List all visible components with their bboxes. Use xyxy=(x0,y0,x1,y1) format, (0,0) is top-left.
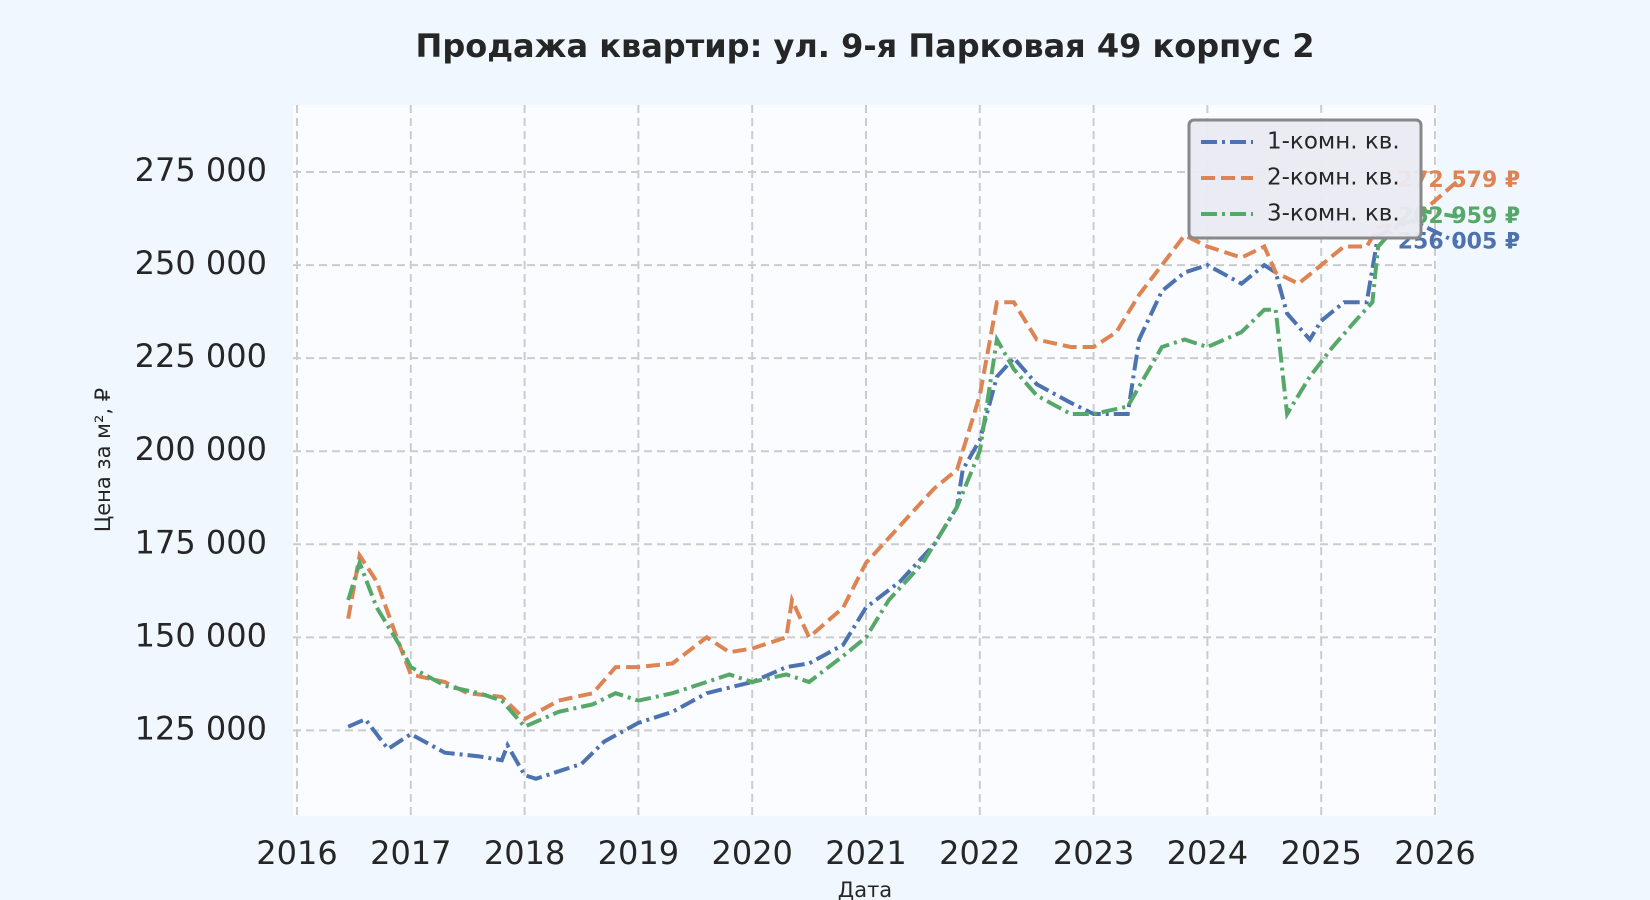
x-tick-label: 2019 xyxy=(598,834,679,872)
x-tick-label: 2020 xyxy=(711,834,792,872)
y-tick-label: 175 000 xyxy=(135,523,267,561)
series-line xyxy=(346,179,1460,722)
x-tick-label: 2018 xyxy=(484,834,565,872)
y-tick-label: 200 000 xyxy=(135,430,267,468)
x-tick-label: 2016 xyxy=(256,834,337,872)
chart-title: Продажа квартир: ул. 9-я Парковая 49 кор… xyxy=(416,27,1315,65)
legend-label: 3-комн. кв. xyxy=(1267,201,1400,227)
x-axis-label: Дата xyxy=(838,878,892,900)
x-tick-label: 2021 xyxy=(825,834,906,872)
y-axis-label: Цена за м², ₽ xyxy=(91,388,115,532)
x-tick-label: 2022 xyxy=(939,834,1020,872)
x-tick-label: 2024 xyxy=(1167,834,1248,872)
legend-label: 2-комн. кв. xyxy=(1267,165,1400,191)
y-tick-label: 125 000 xyxy=(135,709,267,747)
y-tick-label: 275 000 xyxy=(135,151,267,189)
x-tick-label: 2026 xyxy=(1394,834,1475,872)
y-tick-label: 150 000 xyxy=(135,616,267,654)
x-tick-label: 2025 xyxy=(1280,834,1361,872)
y-tick-label: 250 000 xyxy=(135,244,267,282)
legend-box xyxy=(1187,118,1423,240)
y-tick-label: 225 000 xyxy=(135,337,267,375)
series-line xyxy=(346,207,1459,730)
x-tick-label: 2017 xyxy=(370,834,451,872)
x-tick-label: 2023 xyxy=(1053,834,1134,872)
legend-label: 1-комн. кв. xyxy=(1267,129,1400,155)
